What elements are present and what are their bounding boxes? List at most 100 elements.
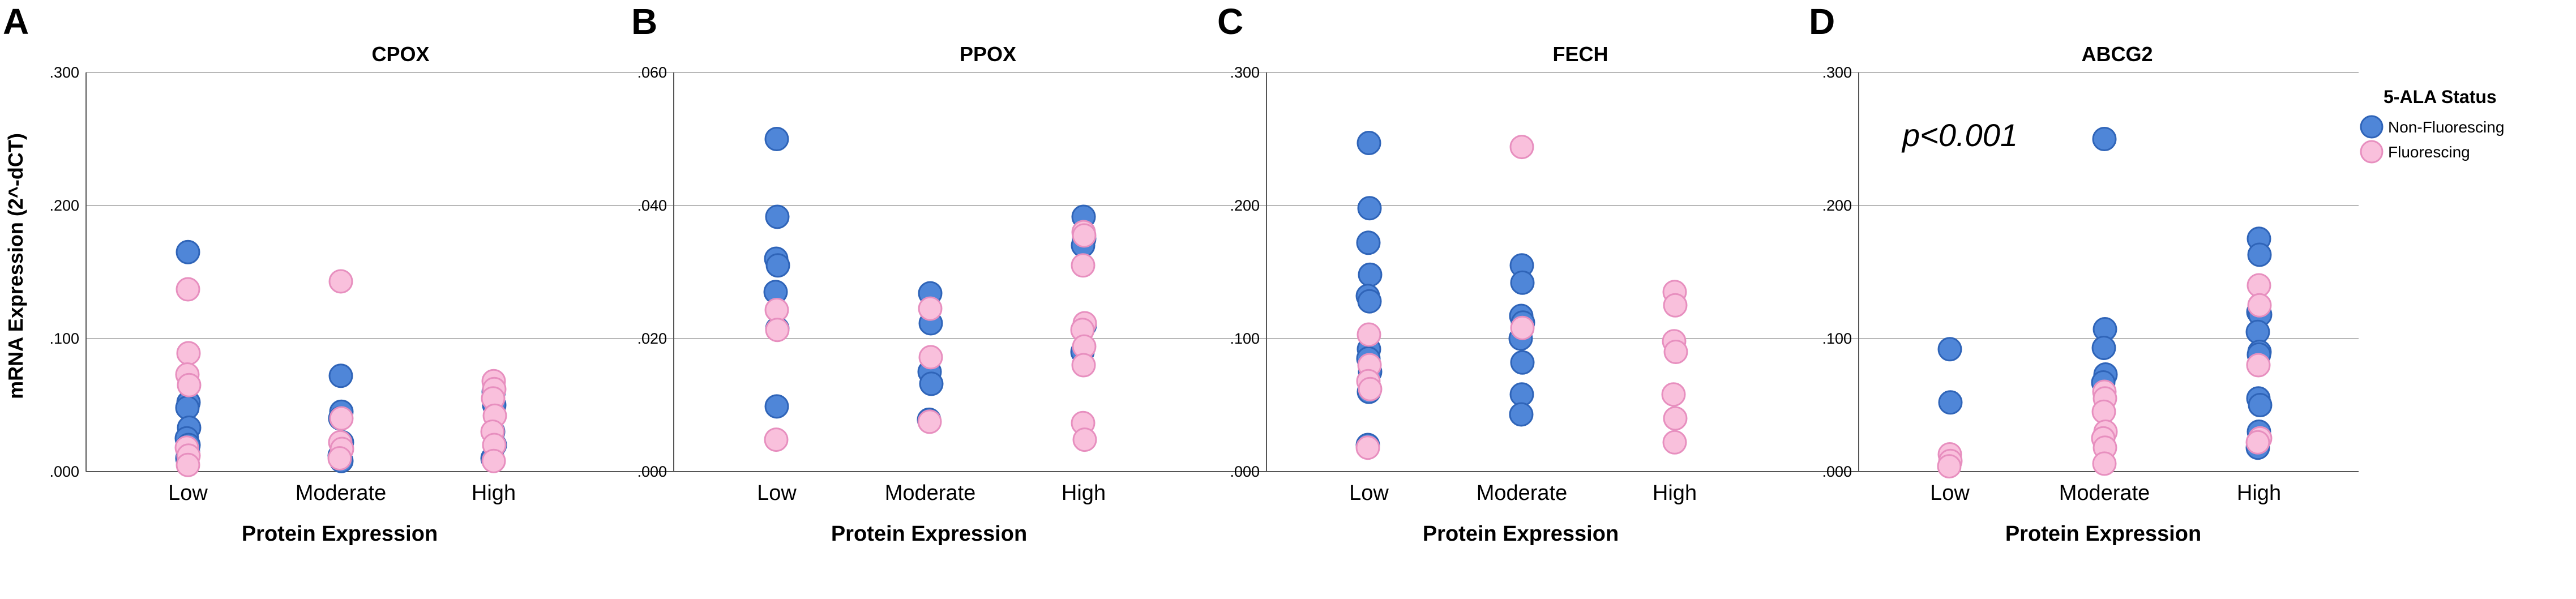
y-tick-label: .200 [1230,197,1260,214]
data-point-fluorescing [1661,382,1686,407]
panels: A CPOX .000 .100 .200 .300 Low Moderate High Prot… [3,1,2359,546]
data-point-non-fluorescing [1938,390,1963,415]
x-tick-label-high: High [1653,481,1697,505]
legend-marker-fluorescing [2360,140,2384,164]
data-point-non-fluorescing [176,239,200,264]
data-point-fluorescing [1510,315,1535,340]
data-point-non-fluorescing [1510,350,1535,375]
data-point-non-fluorescing [1510,270,1535,295]
chart-title: PPOX [960,42,1016,66]
data-point-non-fluorescing [764,127,789,151]
x-tick-label-low: Low [168,481,208,505]
chart-title: ABCG2 [2081,42,2153,66]
data-point-fluorescing [327,446,352,470]
x-tick-label-high: High [2237,481,2281,505]
data-point-fluorescing [1071,253,1096,278]
y-tick-label: .060 [637,64,667,81]
legend-title: 5-ALA Status [2384,87,2497,107]
panel-label: D [1809,1,1835,42]
data-point-fluorescing [1663,340,1688,364]
data-point-non-fluorescing [2247,242,2272,267]
y-tick-label: .040 [637,197,667,214]
data-point-fluorescing [328,269,353,294]
panel-cpox: A CPOX .000 .100 .200 .300 Low Moderate High Prot… [3,1,698,546]
data-point-fluorescing [1937,454,1962,479]
x-tick-label-moderate: Moderate [885,481,976,505]
x-axis-label: Protein Expression [831,522,1027,546]
x-tick-label-high: High [472,481,516,505]
x-tick-label-low: Low [757,481,797,505]
data-point-fluorescing [2246,353,2271,378]
panel-label: A [3,1,29,42]
panel-label: C [1217,1,1243,42]
y-tick-label: .300 [1230,64,1260,81]
panel-fech: C FECH .000 .100 .200 .300 Low Moderate High Prot… [1217,1,1877,546]
x-tick-label-moderate: Moderate [296,481,387,505]
y-tick-label: .000 [1230,463,1260,480]
p-value-annotation: p<0.001 [1901,117,2018,153]
y-axis-label: mRNA Expression (2^-dCT) [4,133,27,399]
x-tick-label-low: Low [1349,481,1389,505]
x-tick-label-moderate: Moderate [1477,481,1568,505]
data-point-fluorescing [918,296,943,321]
data-point-fluorescing [1357,322,1381,347]
data-point-fluorescing [1072,223,1097,248]
data-point-fluorescing [918,345,943,370]
legend-marker-non-fluorescing [2360,115,2384,139]
data-point-non-fluorescing [1356,230,1381,255]
x-tick-label-high: High [1062,481,1106,505]
data-point-fluorescing [764,427,789,452]
x-tick-label-low: Low [1930,481,1970,505]
y-tick-label: .300 [49,64,79,81]
x-tick-label-moderate: Moderate [2059,481,2150,505]
data-point-non-fluorescing [1357,131,1381,156]
data-point-fluorescing [2247,293,2272,318]
data-point-non-fluorescing [1937,337,1962,362]
y-tick-label: .100 [1822,330,1852,347]
panel-ppox: B PPOX .000 .020 .040 .060 Low Moderate High Prot… [631,1,1285,546]
data-point-fluorescing [917,409,942,434]
data-point-fluorescing [1663,293,1688,318]
data-point-fluorescing [176,341,201,366]
panel-label: B [631,1,657,42]
y-tick-label: .300 [1822,64,1852,81]
chart-title: CPOX [371,42,429,66]
y-tick-label: .200 [49,197,79,214]
chart-title: FECH [1553,42,1608,66]
data-point-fluorescing [1509,135,1534,160]
data-point-non-fluorescing [765,204,790,229]
data-point-fluorescing [2092,451,2117,476]
y-tick-label: .200 [1822,197,1852,214]
data-point-non-fluorescing [765,253,790,278]
data-point-fluorescing [1663,406,1688,431]
legend-label-non-fluorescing: Non-Fluorescing [2388,118,2504,136]
data-point-non-fluorescing [328,363,353,388]
data-point-fluorescing [1358,376,1383,401]
legend: 5-ALA Status Non-Fluorescing Fluorescing [2360,87,2504,164]
y-tick-label: .000 [637,463,667,480]
data-point-fluorescing [176,452,200,477]
data-point-non-fluorescing [2248,393,2273,417]
data-point-non-fluorescing [919,371,944,396]
data-point-fluorescing [329,406,354,431]
data-point-fluorescing [177,373,202,397]
data-point-fluorescing [1071,353,1096,378]
data-point-fluorescing [1072,427,1097,452]
data-point-non-fluorescing [1357,196,1382,221]
data-point-fluorescing [176,277,200,302]
y-tick-label: .020 [637,330,667,347]
x-axis-label: Protein Expression [242,522,438,546]
data-point-fluorescing [1355,435,1380,460]
data-point-non-fluorescing [1358,262,1383,287]
x-axis-label: Protein Expression [2005,522,2201,546]
data-point-non-fluorescing [1509,402,1534,427]
x-axis-label: Protein Expression [1423,522,1619,546]
y-tick-label: .100 [49,330,79,347]
data-point-fluorescing [481,448,506,473]
data-point-non-fluorescing [2092,127,2117,151]
data-point-fluorescing [765,318,790,343]
y-tick-label: .100 [1230,330,1260,347]
legend-label-fluorescing: Fluorescing [2388,143,2470,161]
data-point-non-fluorescing [2091,335,2116,360]
